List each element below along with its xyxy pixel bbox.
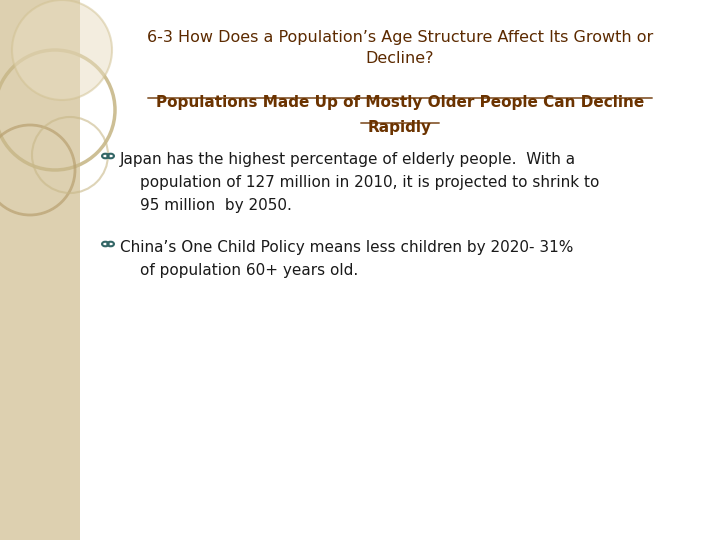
Text: Rapidly: Rapidly xyxy=(368,120,432,135)
Text: 95 million  by 2050.: 95 million by 2050. xyxy=(140,198,292,213)
Text: 6-3 How Does a Population’s Age Structure Affect Its Growth or
Decline?: 6-3 How Does a Population’s Age Structur… xyxy=(147,30,653,66)
Text: Populations Made Up of Mostly Older People Can Decline: Populations Made Up of Mostly Older Peop… xyxy=(156,95,644,110)
Text: of population 60+ years old.: of population 60+ years old. xyxy=(140,263,359,278)
Circle shape xyxy=(12,0,112,100)
Bar xyxy=(0,0,80,540)
Text: population of 127 million in 2010, it is projected to shrink to: population of 127 million in 2010, it is… xyxy=(140,175,599,190)
Text: Japan has the highest percentage of elderly people.  With a: Japan has the highest percentage of elde… xyxy=(120,152,576,167)
Text: China’s One Child Policy means less children by 2020- 31%: China’s One Child Policy means less chil… xyxy=(120,240,573,255)
